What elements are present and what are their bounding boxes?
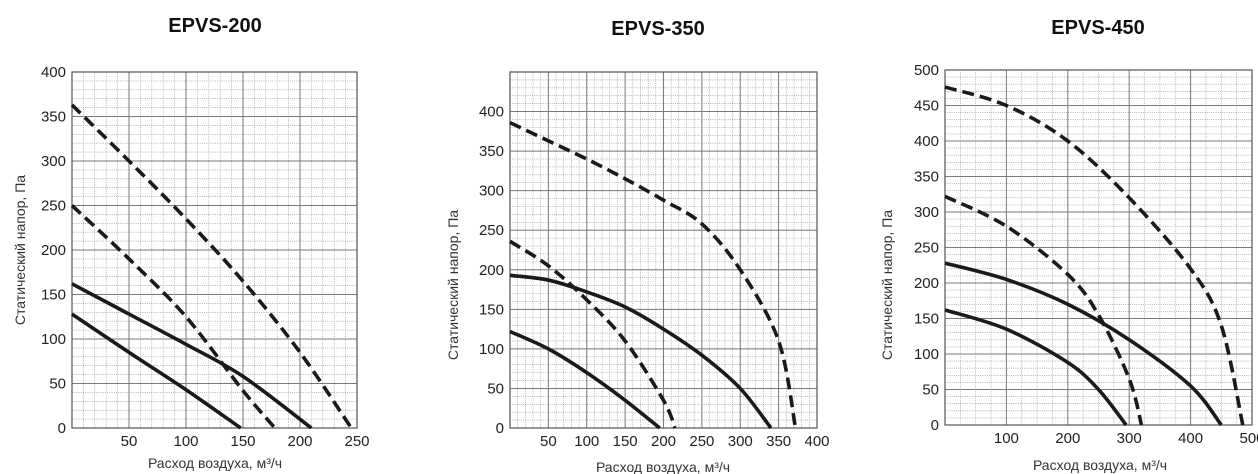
series-line-3 — [509, 239, 677, 429]
chart-2: EPVS-350 50 100 150 200 250 300 350 400 0 50 100 150… — [445, 18, 830, 474]
y-tick-label: 350 — [914, 169, 939, 186]
y-tick-label: 500 — [914, 62, 939, 79]
x-tick-label: 300 — [728, 433, 753, 450]
y-tick-label: 100 — [479, 341, 504, 358]
x-tick-label: 350 — [766, 433, 791, 450]
y-tick-label: 200 — [914, 275, 939, 292]
y-tick-label: 300 — [914, 204, 939, 221]
y-tick-label: 100 — [41, 331, 66, 348]
x-axis-label: Расход воздуха, м³/ч — [596, 459, 730, 474]
y-tick-label: 300 — [41, 153, 66, 170]
y-tick-label: 250 — [41, 198, 66, 215]
y-tick-label: 250 — [479, 222, 504, 239]
y-axis-label: Статический напор, Па — [879, 210, 895, 360]
series-line-4 — [944, 85, 1245, 426]
x-tick-label: 50 — [121, 433, 138, 450]
chart-title: EPVS-200 — [168, 15, 261, 37]
x-axis-label: Расход воздуха, м³/ч — [1033, 457, 1167, 473]
y-tick-label: 350 — [41, 109, 66, 126]
x-tick-label: 100 — [173, 433, 198, 450]
x-tick-label: 200 — [1055, 430, 1080, 447]
y-tick-label: 100 — [914, 346, 939, 363]
chart-3: EPVS-450 100 200 300 400 500 0 50 100 150 200 250 30… — [879, 17, 1258, 473]
series-line-1 — [944, 308, 1128, 427]
series-line-3 — [944, 194, 1144, 426]
x-tick-label: 150 — [613, 433, 638, 450]
series-line-4 — [509, 121, 798, 429]
plot-frame — [71, 71, 358, 429]
x-tick-label: 400 — [804, 433, 829, 450]
y-tick-label: 400 — [479, 104, 504, 121]
y-tick-label: 0 — [496, 420, 504, 437]
y-tick-label: 0 — [931, 417, 939, 434]
y-tick-label: 50 — [487, 380, 504, 397]
series-line-2 — [71, 282, 313, 430]
series-line-1 — [70, 312, 242, 430]
chart-title: EPVS-450 — [1051, 17, 1144, 39]
y-tick-label: 150 — [479, 301, 504, 318]
y-tick-label: 0 — [58, 420, 66, 437]
x-tick-label: 100 — [574, 433, 599, 450]
y-tick-label: 250 — [914, 240, 939, 257]
x-tick-label: 300 — [1117, 430, 1142, 447]
series-line-1 — [509, 329, 661, 430]
y-tick-label: 350 — [479, 143, 504, 160]
y-tick-label: 400 — [41, 64, 66, 81]
y-tick-label: 400 — [914, 133, 939, 150]
x-tick-label: 50 — [540, 433, 557, 450]
series-line-2 — [509, 273, 773, 430]
y-axis-label: Статический напор, Па — [445, 210, 461, 360]
x-tick-label: 100 — [994, 430, 1019, 447]
plot-frame — [944, 69, 1253, 426]
x-tick-label: 200 — [651, 433, 676, 450]
y-tick-label: 200 — [479, 262, 504, 279]
x-tick-label: 150 — [230, 433, 255, 450]
plot-frame — [509, 71, 818, 429]
x-tick-label: 400 — [1178, 430, 1203, 447]
y-tick-label: 200 — [41, 242, 66, 259]
x-tick-label: 250 — [689, 433, 714, 450]
y-tick-label: 150 — [41, 287, 66, 304]
y-tick-label: 150 — [914, 311, 939, 328]
x-tick-label: 500 — [1239, 430, 1258, 447]
series-line-4 — [70, 103, 353, 430]
chart-1: EPVS-200 50 100 150 200 250 0 50 100 150 200 250 300… — [12, 15, 370, 471]
series-line-2 — [944, 261, 1223, 427]
y-axis-label: Статический напор, Па — [12, 175, 28, 325]
series-line-3 — [70, 204, 277, 430]
x-axis-label: Расход воздуха, м³/ч — [148, 455, 282, 471]
y-tick-label: 300 — [479, 183, 504, 200]
x-tick-label: 200 — [287, 433, 312, 450]
y-tick-label: 450 — [914, 98, 939, 115]
y-tick-label: 50 — [922, 382, 939, 399]
x-tick-label: 250 — [344, 433, 369, 450]
chart-title: EPVS-350 — [611, 18, 704, 40]
y-tick-label: 50 — [49, 376, 66, 393]
